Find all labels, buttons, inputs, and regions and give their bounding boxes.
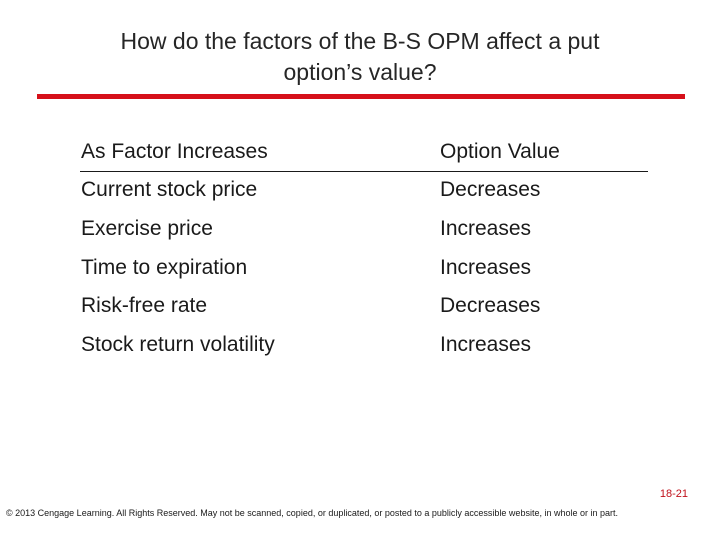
factor-cell: Current stock price bbox=[81, 178, 258, 201]
slide-title: How do the factors of the B-S OPM affect… bbox=[40, 26, 680, 88]
table-row: Time to expiration Increases bbox=[0, 253, 720, 283]
table-row: Risk-free rate Decreases bbox=[0, 291, 720, 321]
table-row: Stock return volatility Increases bbox=[0, 330, 720, 360]
value-cell: Increases bbox=[440, 333, 532, 356]
factor-cell: Time to expiration bbox=[81, 256, 248, 279]
header-underline bbox=[80, 171, 648, 172]
factor-cell: Risk-free rate bbox=[81, 294, 208, 317]
table-row: Exercise price Increases bbox=[0, 214, 720, 244]
slide-title-line-1: How do the factors of the B-S OPM affect… bbox=[120, 28, 600, 54]
factor-cell: Stock return volatility bbox=[81, 333, 275, 356]
column-header-factor: As Factor Increases bbox=[81, 140, 268, 163]
title-divider bbox=[37, 94, 685, 99]
value-cell: Decreases bbox=[440, 294, 541, 317]
slide-number: 18-21 bbox=[659, 488, 688, 500]
slide-title-line-2: option’s value? bbox=[283, 59, 437, 85]
table-header-row: As Factor Increases Option Value bbox=[0, 137, 720, 167]
value-cell: Increases bbox=[440, 256, 532, 279]
value-cell: Decreases bbox=[440, 178, 541, 201]
copyright-notice: © 2013 Cengage Learning. All Rights Rese… bbox=[6, 508, 618, 518]
value-cell: Increases bbox=[440, 217, 532, 240]
table-row: Current stock price Decreases bbox=[0, 175, 720, 205]
column-header-value: Option Value bbox=[440, 140, 560, 163]
factor-cell: Exercise price bbox=[81, 217, 213, 240]
